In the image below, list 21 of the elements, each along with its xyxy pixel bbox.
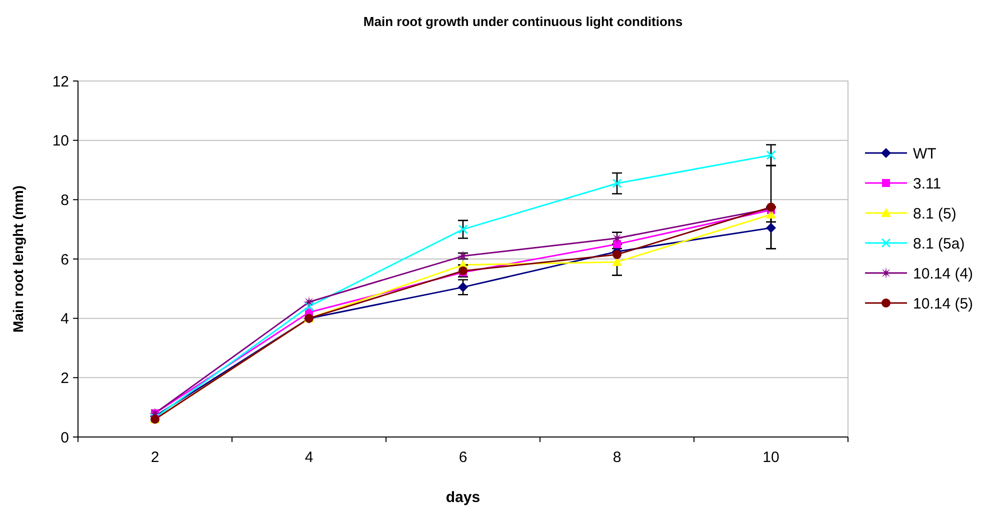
y-tick-label: 6 — [60, 251, 69, 268]
y-axis-title: Main root lenght (mm) — [10, 186, 26, 332]
y-tick-label: 0 — [60, 429, 69, 446]
legend-label: 8.1 (5) — [913, 205, 956, 222]
y-tick-label: 8 — [60, 192, 69, 209]
chart-title: Main root growth under continuous light conditions — [363, 14, 683, 29]
x-tick-label: 6 — [458, 449, 468, 466]
x-tick-label: 10 — [762, 449, 780, 466]
legend-label: 8.1 (5a) — [913, 235, 965, 252]
x-tick-label: 2 — [150, 449, 160, 466]
x-tick-label: 4 — [304, 449, 314, 466]
y-tick-label: 4 — [60, 310, 69, 328]
y-tick-label: 10 — [52, 132, 69, 150]
legend-label: 10.14 (4) — [913, 265, 974, 282]
x-tick-label: 8 — [612, 449, 622, 466]
x-axis-title: days — [446, 489, 480, 506]
legend-label: WT — [913, 145, 936, 162]
y-tick-label: 2 — [60, 370, 69, 387]
legend-label: 10.14 (5) — [913, 295, 974, 312]
y-tick-label: 12 — [52, 73, 69, 90]
legend-label: 3.11 — [913, 175, 942, 192]
